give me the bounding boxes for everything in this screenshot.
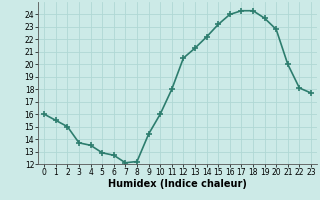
X-axis label: Humidex (Indice chaleur): Humidex (Indice chaleur) [108,179,247,189]
